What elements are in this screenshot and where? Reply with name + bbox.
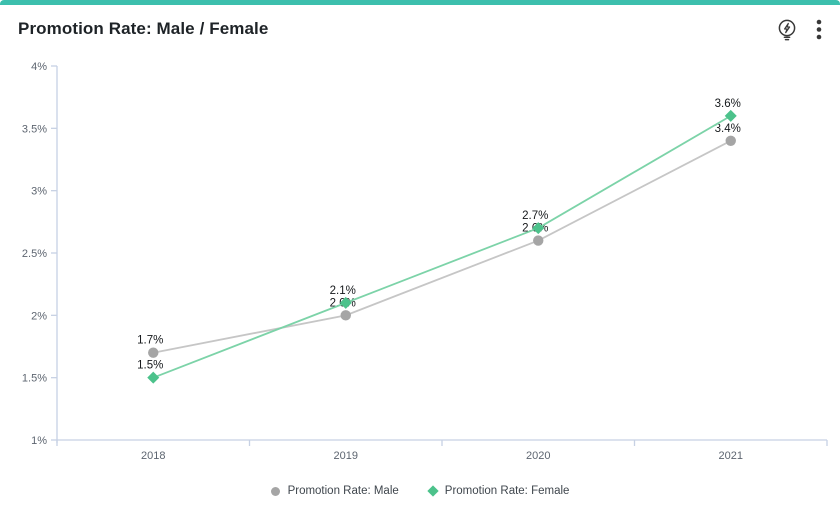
data-point-label: 1.7% xyxy=(137,335,163,347)
data-point-marker-diamond[interactable] xyxy=(339,296,352,309)
y-axis-tick-label: 1.5% xyxy=(22,373,47,385)
header-actions xyxy=(774,16,824,43)
kebab-menu-icon xyxy=(816,19,822,40)
y-axis-tick-label: 2.5% xyxy=(22,248,47,260)
data-point-marker-diamond[interactable] xyxy=(147,371,160,384)
data-point-marker-circle[interactable] xyxy=(340,310,351,321)
y-axis-tick-label: 3% xyxy=(31,186,47,198)
legend-circle-marker xyxy=(270,486,280,496)
x-axis-category-label: 2021 xyxy=(719,450,743,462)
data-point-marker-circle[interactable] xyxy=(533,235,544,246)
line-chart-plot[interactable]: 4% 3.5% 3% 2.5% 2% 1.5% 1% 2018 2019 2020 2021 1.7%… xyxy=(0,55,840,480)
legend-label: Promotion Rate: Female xyxy=(444,485,570,497)
data-point-label: 2.7% xyxy=(522,210,548,222)
x-axis-category-label: 2020 xyxy=(526,450,550,462)
card-header: Promotion Rate: Male / Female xyxy=(0,5,840,53)
data-point-label: 3.4% xyxy=(715,123,741,135)
data-point-label: 2.1% xyxy=(330,285,356,297)
card-accent-bar xyxy=(0,0,840,5)
lightbulb-bolt-icon xyxy=(776,18,798,41)
insights-button[interactable] xyxy=(774,16,800,43)
more-options-button[interactable] xyxy=(814,17,824,42)
y-axis-tick-label: 3.5% xyxy=(22,123,47,135)
data-point-marker-diamond[interactable] xyxy=(724,109,737,122)
data-point-label: 1.5% xyxy=(137,360,163,372)
y-axis-tick-label: 1% xyxy=(31,435,47,447)
y-axis-tick-label: 2% xyxy=(31,310,47,322)
chart-title: Promotion Rate: Male / Female xyxy=(18,19,269,38)
series-line-female xyxy=(152,115,732,379)
x-axis-category-label: 2018 xyxy=(141,450,165,462)
series-line-male xyxy=(153,140,732,354)
data-point-marker-circle[interactable] xyxy=(148,347,159,358)
legend-item-female[interactable]: Promotion Rate: Female xyxy=(427,485,570,497)
data-point-marker-diamond[interactable] xyxy=(532,222,545,235)
legend-diamond-marker xyxy=(427,485,439,497)
chart-legend: Promotion Rate: Male Promotion Rate: Fema… xyxy=(0,479,840,503)
legend-label: Promotion Rate: Male xyxy=(287,485,399,497)
y-axis-tick-label: 4% xyxy=(31,61,47,73)
data-point-marker-circle[interactable] xyxy=(725,135,736,146)
data-point-label: 3.6% xyxy=(715,98,741,110)
legend-item-male[interactable]: Promotion Rate: Male xyxy=(270,485,399,497)
x-axis-category-label: 2019 xyxy=(334,450,358,462)
